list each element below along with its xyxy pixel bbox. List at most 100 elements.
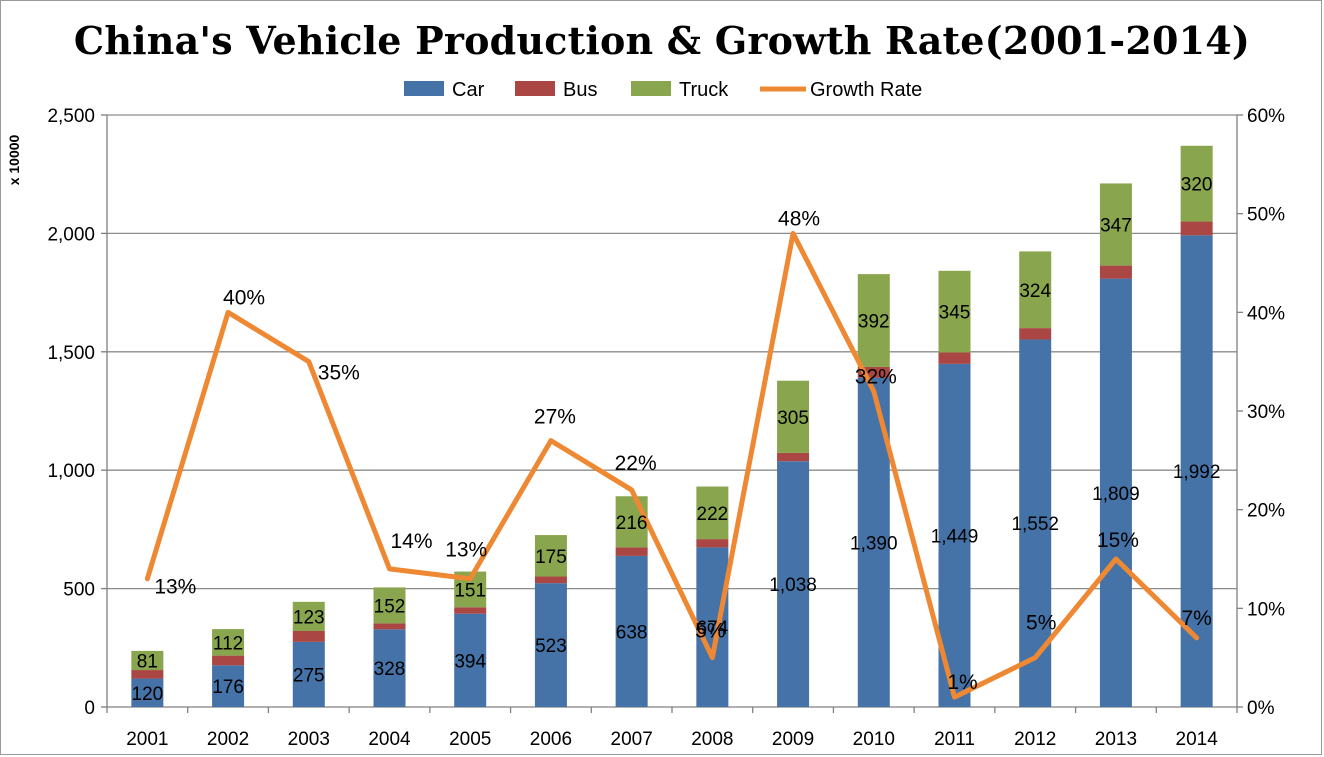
x-tick-label: 2007 <box>611 729 653 750</box>
bar-truck <box>857 274 890 367</box>
bar-car <box>454 613 487 707</box>
bar-bus <box>454 607 487 614</box>
data-label-growth-rate: 1% <box>947 671 977 694</box>
bar-car <box>534 583 567 707</box>
data-label-car: 674 <box>697 618 729 639</box>
x-tick-label: 2010 <box>853 729 895 750</box>
bar-car <box>1099 278 1132 707</box>
data-label-car: 1,552 <box>1011 514 1059 535</box>
data-label-car: 638 <box>616 622 648 643</box>
bar-truck <box>534 535 567 577</box>
x-tick-label: 2005 <box>449 729 491 750</box>
data-label-growth-rate: 32% <box>855 365 897 388</box>
data-label-car: 1,992 <box>1173 462 1221 483</box>
data-label-truck: 320 <box>1181 175 1213 196</box>
data-label-truck: 222 <box>697 504 729 525</box>
y2-tick-label: 20% <box>1247 501 1285 522</box>
y2-tick-label: 40% <box>1247 303 1285 324</box>
data-label-car: 176 <box>212 677 244 698</box>
data-label-truck: 175 <box>535 547 567 568</box>
bar-bus <box>212 655 245 666</box>
bar-car <box>212 665 245 707</box>
bar-bus <box>1099 265 1132 279</box>
bar-truck <box>777 380 810 453</box>
data-label-growth-rate: 5% <box>1026 612 1056 635</box>
data-label-car: 394 <box>454 651 486 672</box>
bar-truck <box>1180 145 1213 222</box>
x-tick-label: 2001 <box>126 729 168 750</box>
y-tick-label: 1,500 <box>47 343 95 364</box>
bar-truck <box>131 650 164 671</box>
bar-truck <box>1099 183 1132 266</box>
y2-tick-label: 10% <box>1247 599 1285 620</box>
bar-bus <box>131 670 164 679</box>
data-label-truck: 123 <box>293 607 325 628</box>
bar-truck <box>292 601 325 631</box>
bar-truck <box>938 270 971 353</box>
y-axis-title: x 10000 <box>6 134 22 185</box>
x-tick-label: 2009 <box>772 729 814 750</box>
y2-tick-label: 30% <box>1247 402 1285 423</box>
data-label-truck: 324 <box>1019 281 1051 302</box>
data-label-truck: 112 <box>213 633 243 654</box>
data-label-growth-rate: 40% <box>223 286 265 309</box>
bar-car <box>696 547 729 707</box>
bar-car <box>292 641 325 707</box>
data-label-truck: 347 <box>1100 216 1132 237</box>
data-label-growth-rate: 14% <box>390 530 432 553</box>
data-label-truck: 216 <box>616 513 648 534</box>
data-label-growth-rate: 13% <box>445 539 487 562</box>
bar-bus <box>534 576 567 584</box>
bar-bus <box>1180 221 1213 236</box>
x-tick-label: 2006 <box>530 729 572 750</box>
x-tick-label: 2004 <box>368 729 411 750</box>
bar-bus <box>615 547 648 556</box>
bar-car <box>777 461 810 707</box>
data-label-growth-rate: 35% <box>318 362 360 385</box>
bar-bus <box>1019 328 1052 340</box>
y-tick-label: 1,000 <box>47 461 95 482</box>
data-label-growth-rate: 15% <box>1097 529 1139 552</box>
bar-bus <box>777 452 810 462</box>
data-label-truck: 81 <box>137 651 158 672</box>
data-label-car: 1,809 <box>1092 484 1140 505</box>
data-label-car: 328 <box>374 659 406 680</box>
bar-bus <box>938 352 971 364</box>
bar-bus <box>373 623 406 630</box>
data-label-car: 523 <box>535 636 567 657</box>
data-label-growth-rate: 27% <box>534 406 576 429</box>
x-tick-label: 2003 <box>288 729 330 750</box>
legend-swatch-bus <box>515 81 555 96</box>
bar-car <box>373 629 406 707</box>
data-label-car: 1,038 <box>769 575 817 596</box>
bar-bus <box>857 366 890 378</box>
x-tick-label: 2011 <box>934 729 975 750</box>
bar-bus <box>696 539 729 548</box>
data-label-truck: 392 <box>858 312 890 333</box>
growth-rate-line <box>144 230 1200 700</box>
y-tick-label: 500 <box>63 580 95 601</box>
x-tick-label: 2008 <box>691 729 733 750</box>
x-tick-label: 2002 <box>207 729 249 750</box>
data-label-growth-rate: 22% <box>615 452 657 475</box>
x-tick-label: 2013 <box>1095 729 1137 750</box>
data-label-truck: 345 <box>939 303 971 324</box>
y2-tick-label: 0% <box>1247 698 1275 719</box>
y-tick-label: 2,000 <box>47 224 95 245</box>
data-label-growth-rate: 13% <box>154 576 196 599</box>
bar-truck <box>1019 251 1052 329</box>
data-label-car: 275 <box>293 665 325 686</box>
legend-label: Growth Rate <box>810 79 922 101</box>
legend-label: Bus <box>563 79 597 101</box>
bar-bus <box>292 630 325 642</box>
legend-label: Car <box>452 79 485 101</box>
data-label-car: 1,390 <box>850 533 898 554</box>
data-label-growth-rate: 48% <box>778 207 820 230</box>
data-label-truck: 151 <box>454 580 486 601</box>
bar-truck <box>373 587 406 624</box>
y2-tick-label: 60% <box>1247 106 1285 127</box>
x-tick-label: 2012 <box>1014 729 1056 750</box>
